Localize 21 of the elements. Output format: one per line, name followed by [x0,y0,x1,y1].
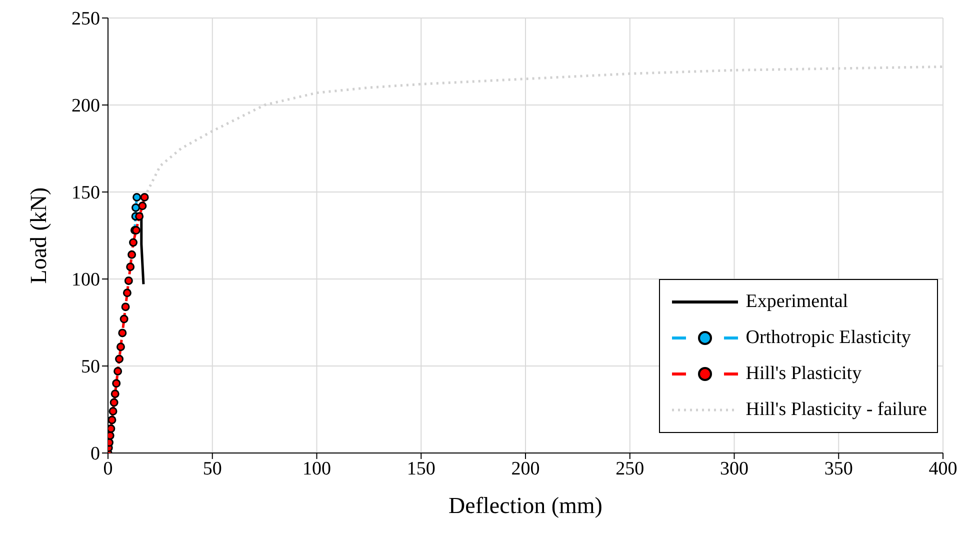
x-tick-label: 50 [202,458,222,480]
x-tick-label: 400 [928,458,958,480]
x-axis-title: Deflection (mm) [448,493,602,518]
y-tick-label: 50 [81,356,100,378]
y-tick-label: 0 [90,444,100,465]
legend-label: Hill's Plasticity - failure [746,399,927,421]
x-tick-label: 150 [406,458,436,480]
x-tick-label: 300 [720,458,748,480]
x-tick-label: 250 [616,458,644,480]
legend-label: Hill's Plasticity [746,363,862,385]
y-tick-label: 100 [72,270,100,291]
x-tick-label: 0 [103,458,113,480]
legend-label: Experimental [746,291,848,313]
y-tick-label: 250 [72,8,100,30]
legend-label: Orthotropic Elasticity [746,327,911,349]
y-axis-title: Load (kN) [26,187,52,284]
x-tick-label: 100 [302,458,331,480]
x-tick-label: 350 [824,458,853,480]
y-tick-label: 150 [72,182,100,204]
x-tick-label: 200 [511,458,540,480]
y-tick-label: 200 [72,96,100,117]
